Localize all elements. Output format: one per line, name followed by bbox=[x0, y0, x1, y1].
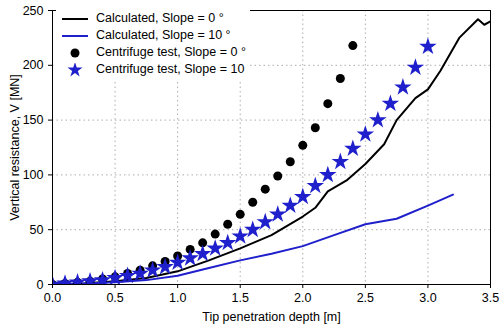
html-text:Centrifuge test, Slope = 10: Centrifuge test, Slope = 10 bbox=[96, 62, 245, 76]
svg-text:Tip penetration depth [m]: Tip penetration depth [m] bbox=[202, 310, 341, 324]
html-text:Calculated, Slope = 0 °: Calculated, Slope = 0 ° bbox=[96, 11, 224, 25]
svg-text:250: 250 bbox=[23, 4, 44, 18]
svg-text:3.0: 3.0 bbox=[419, 291, 436, 305]
svg-text:0: 0 bbox=[37, 278, 44, 292]
svg-text:50: 50 bbox=[30, 223, 44, 237]
svg-text:3.5: 3.5 bbox=[482, 291, 499, 305]
svg-text:2.0: 2.0 bbox=[294, 291, 311, 305]
svg-text:1.5: 1.5 bbox=[232, 291, 249, 305]
svg-text:100: 100 bbox=[23, 168, 44, 182]
svg-text:1.0: 1.0 bbox=[169, 291, 186, 305]
svg-text:2.5: 2.5 bbox=[357, 291, 374, 305]
svg-text:200: 200 bbox=[23, 58, 44, 72]
svg-text:0.5: 0.5 bbox=[106, 291, 123, 305]
svg-text:150: 150 bbox=[23, 113, 44, 127]
html-text:Centrifuge test, Slope = 0 °: Centrifuge test, Slope = 0 ° bbox=[96, 45, 246, 59]
html-text:Calculated, Slope = 10 °: Calculated, Slope = 10 ° bbox=[96, 28, 231, 42]
svg-text:Vertical resistance, V [MN]: Vertical resistance, V [MN] bbox=[8, 74, 22, 221]
svg-text:0.0: 0.0 bbox=[44, 291, 61, 305]
